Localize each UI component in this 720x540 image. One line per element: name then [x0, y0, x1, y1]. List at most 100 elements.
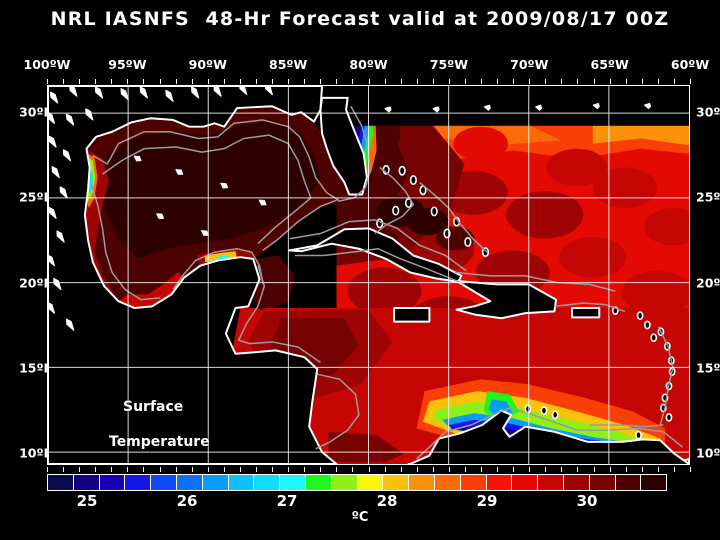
- overlay-label-line1: Surface: [123, 399, 184, 415]
- axis-minor-tick: [416, 467, 418, 472]
- axis-minor-tick: [497, 467, 499, 472]
- axis-minor-tick: [175, 467, 177, 472]
- axis-minor-tick: [561, 79, 563, 84]
- axis-minor-tick: [320, 467, 322, 472]
- map-plot-area: Surface Temperature: [47, 85, 690, 465]
- bottom-tick-marks: [47, 466, 691, 472]
- axis-minor-tick: [143, 467, 145, 472]
- axis-minor-tick: [657, 79, 659, 84]
- axis-minor-tick: [288, 467, 290, 472]
- axis-minor-tick: [384, 79, 386, 84]
- axis-minor-tick: [352, 79, 354, 84]
- axis-minor-tick: [545, 79, 547, 84]
- axis-minor-tick: [673, 467, 675, 472]
- top-tick-marks: [47, 79, 691, 85]
- axis-minor-tick: [63, 467, 65, 472]
- axis-minor-tick: [529, 467, 531, 472]
- axis-minor-tick: [79, 467, 81, 472]
- lon-tick-label: 100ºW: [23, 57, 71, 72]
- axis-minor-tick: [657, 467, 659, 472]
- colorbar-tick-label: 30: [576, 492, 598, 510]
- colorbar-swatch: [305, 475, 332, 490]
- axis-minor-tick: [432, 79, 434, 84]
- axis-minor-tick: [593, 79, 595, 84]
- lat-tick-label: 15ºN: [696, 360, 720, 376]
- colorbar-tick-label: 26: [176, 492, 198, 510]
- lat-tick-label: 10ºN: [696, 445, 720, 461]
- colorbar-swatch: [151, 475, 177, 490]
- axis-minor-tick: [95, 467, 97, 472]
- axis-minor-tick: [207, 467, 209, 472]
- colorbar-swatch: [512, 475, 539, 490]
- axis-minor-tick: [239, 467, 241, 472]
- colorbar-tick-label: 29: [476, 492, 498, 510]
- axis-minor-tick: [336, 79, 338, 84]
- axis-minor-tick: [111, 79, 113, 84]
- lat-tick-label: 15ºN: [19, 360, 54, 376]
- colorbar-unit-label: ºC: [351, 510, 369, 525]
- axis-minor-tick: [223, 467, 225, 472]
- lat-tick-label: 25ºN: [696, 189, 720, 205]
- axis-minor-tick: [577, 79, 579, 84]
- figure-title: NRL IASNFS 48-Hr Forecast valid at 2009/…: [50, 8, 670, 30]
- lat-tick-label: 30ºN: [696, 104, 720, 120]
- colorbar-swatch: [641, 475, 667, 490]
- axis-minor-tick: [545, 467, 547, 472]
- colorbar-swatch: [202, 475, 229, 490]
- axis-minor-tick: [288, 79, 290, 84]
- axis-minor-tick: [159, 79, 161, 84]
- axis-minor-tick: [513, 79, 515, 84]
- axis-minor-tick: [481, 467, 483, 472]
- colorbar-swatch: [563, 475, 590, 490]
- axis-minor-tick: [432, 467, 434, 472]
- axis-minor-tick: [223, 79, 225, 84]
- axis-minor-tick: [368, 79, 370, 84]
- lon-tick-label: 80ºW: [349, 57, 388, 72]
- axis-minor-tick: [464, 467, 466, 472]
- axis-minor-tick: [497, 79, 499, 84]
- axis-minor-tick: [400, 467, 402, 472]
- axis-minor-tick: [641, 467, 643, 472]
- colorbar-swatch: [434, 475, 461, 490]
- colorbar-swatch: [357, 475, 384, 490]
- lon-tick-label: 65ºW: [590, 57, 629, 72]
- axis-minor-tick: [304, 467, 306, 472]
- axis-minor-tick: [641, 79, 643, 84]
- axis-minor-tick: [368, 467, 370, 472]
- axis-minor-tick: [143, 79, 145, 84]
- colorbar-swatch: [228, 475, 255, 490]
- axis-minor-tick: [625, 467, 627, 472]
- colorbar-tick-label: 27: [276, 492, 298, 510]
- colorbar-swatch: [254, 475, 281, 490]
- colorbar-swatch: [589, 475, 616, 490]
- axis-minor-tick: [513, 467, 515, 472]
- axis-minor-tick: [529, 79, 531, 84]
- axis-minor-tick: [111, 467, 113, 472]
- axis-minor-tick: [690, 79, 691, 84]
- colorbar-swatch: [615, 475, 642, 490]
- axis-minor-tick: [448, 79, 450, 84]
- axis-minor-tick: [577, 467, 579, 472]
- overlay-label-line2: Temperature: [109, 434, 210, 450]
- axis-minor-tick: [673, 79, 675, 84]
- colorbar-swatch: [538, 475, 564, 490]
- axis-minor-tick: [625, 79, 627, 84]
- axis-minor-tick: [448, 467, 450, 472]
- axis-minor-tick: [255, 79, 257, 84]
- axis-minor-tick: [416, 79, 418, 84]
- axis-minor-tick: [191, 467, 193, 472]
- axis-minor-tick: [159, 467, 161, 472]
- axis-minor-tick: [384, 467, 386, 472]
- lat-tick-label: 10ºN: [19, 445, 54, 461]
- colorbar-tick-label: 25: [76, 492, 98, 510]
- axis-minor-tick: [272, 79, 274, 84]
- axis-minor-tick: [63, 79, 65, 84]
- axis-minor-tick: [95, 79, 97, 84]
- lon-tick-label: 85ºW: [269, 57, 308, 72]
- sst-field-and-coastlines: [48, 86, 689, 464]
- colorbar-swatch: [176, 475, 203, 490]
- axis-minor-tick: [400, 79, 402, 84]
- lat-tick-label: 25ºN: [19, 189, 54, 205]
- colorbar-swatch: [99, 475, 126, 490]
